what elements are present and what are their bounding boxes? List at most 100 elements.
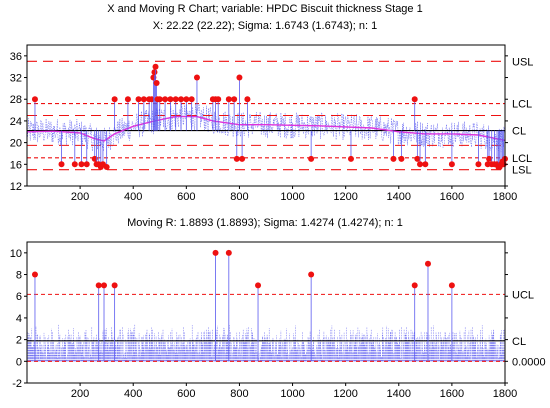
x-tick-label: 200 <box>71 388 89 400</box>
out-of-control-point <box>486 155 493 162</box>
y-tick-label: 2 <box>16 335 22 347</box>
out-of-control-point <box>31 96 38 103</box>
y-tick-label: 28 <box>10 94 22 106</box>
out-of-control-point <box>111 96 118 103</box>
x-tick-label: 600 <box>177 191 195 203</box>
x-tick-label: 1600 <box>440 388 464 400</box>
out-of-control-point <box>390 155 397 162</box>
out-of-control-point <box>308 271 315 278</box>
out-of-control-point <box>150 74 157 81</box>
plot-frame <box>26 241 506 384</box>
out-of-control-point <box>111 282 118 289</box>
limit-line-00000-label: 0.0000 <box>512 356 546 368</box>
y-tick-label: 16 <box>10 159 22 171</box>
limit-line-cl-label: CL <box>512 126 526 138</box>
out-of-control-point <box>398 155 405 162</box>
y-tick-label: 36 <box>10 51 22 63</box>
out-of-control-point <box>101 282 108 289</box>
out-of-control-point <box>422 161 429 168</box>
out-of-control-point <box>225 249 232 256</box>
x-tick-label: 1200 <box>333 388 357 400</box>
out-of-control-point <box>188 96 195 103</box>
out-of-control-point <box>135 96 142 103</box>
x-tick-label: 400 <box>124 191 142 203</box>
x-tick-label: 200 <box>71 191 89 203</box>
limit-line-lsl-label: LSL <box>512 165 532 177</box>
out-of-control-point <box>153 79 160 86</box>
y-tick-label: 6 <box>16 291 22 303</box>
limit-line-lcl-label: LCL <box>512 99 532 111</box>
limit-line-lcl-label: LCL <box>512 153 532 165</box>
out-of-control-point <box>58 161 65 168</box>
out-of-control-point <box>236 74 243 81</box>
y-tick-label: 10 <box>10 248 22 260</box>
out-of-control-point <box>172 96 179 103</box>
x-tick-label: 800 <box>230 191 248 203</box>
out-of-control-point <box>183 96 190 103</box>
out-of-control-point <box>475 161 482 168</box>
moving-r-title: Moving R: 1.8893 (1.8893); Sigma: 1.4274… <box>127 217 403 229</box>
out-of-control-point <box>414 155 421 162</box>
y-tick-label: 32 <box>10 73 22 85</box>
y-tick-label: 8 <box>16 270 22 282</box>
out-of-control-point <box>148 96 155 103</box>
x-tick-label: 1000 <box>280 191 304 203</box>
chart-subtitle: X: 22.22 (22.22); Sigma: 1.6743 (1.6743)… <box>153 20 377 32</box>
out-of-control-point <box>231 96 238 103</box>
out-of-control-point <box>448 282 455 289</box>
x-tick-label: 800 <box>230 388 248 400</box>
out-of-control-point <box>95 282 102 289</box>
x-tick-label: 1400 <box>387 191 411 203</box>
out-of-control-point <box>244 96 251 103</box>
out-of-control-point <box>151 69 158 76</box>
x-tick-label: 400 <box>124 388 142 400</box>
x-tick-label: 1600 <box>440 191 464 203</box>
out-of-control-point <box>83 161 90 168</box>
out-of-control-point <box>140 96 147 103</box>
out-of-control-point <box>124 96 131 103</box>
out-of-control-point <box>233 155 240 162</box>
y-tick-label: 24 <box>10 116 22 128</box>
x-tick-label: 1400 <box>387 388 411 400</box>
out-of-control-point <box>411 282 418 289</box>
limit-line-cl-label: CL <box>512 336 526 348</box>
out-of-control-point <box>156 96 163 103</box>
out-of-control-point <box>411 96 418 103</box>
out-of-control-point <box>178 96 185 103</box>
out-of-control-point <box>193 74 200 81</box>
limit-line-ucl-label: UCL <box>512 289 534 301</box>
out-of-control-point <box>417 161 424 168</box>
out-of-control-point <box>308 155 315 162</box>
out-of-control-point <box>78 161 85 168</box>
x-tick-label: 1000 <box>280 388 304 400</box>
y-tick-label: 12 <box>10 181 22 193</box>
moving-r-chart-panel: UCL CL 0.0000 -2 0 2 4 6 8 10 200 400 600 800 1000 1200… <box>10 241 546 400</box>
out-of-control-point <box>167 96 174 103</box>
out-of-control-point <box>239 155 246 162</box>
chart-title: X and Moving R Chart; variable: HPDC Bis… <box>107 3 422 15</box>
out-of-control-point <box>448 161 455 168</box>
out-of-control-point <box>215 96 222 103</box>
x-tick-label: 600 <box>177 388 195 400</box>
out-of-control-point <box>162 96 169 103</box>
x-tick-label: 1800 <box>493 191 517 203</box>
y-tick-label: -2 <box>12 378 22 390</box>
out-of-control-point <box>103 164 110 171</box>
out-of-control-point <box>347 155 354 162</box>
out-of-control-point <box>212 249 219 256</box>
x-tick-label: 1800 <box>493 388 517 400</box>
out-of-control-point <box>71 161 78 168</box>
out-of-control-point <box>225 96 232 103</box>
y-tick-label: 0 <box>16 356 22 368</box>
y-tick-label: 20 <box>10 138 22 150</box>
x-tick-label: 1200 <box>333 191 357 203</box>
y-tick-label: 4 <box>16 313 22 325</box>
out-of-control-point <box>255 282 262 289</box>
out-of-control-point <box>424 260 431 267</box>
limit-line-usl-label: USL <box>512 56 533 68</box>
out-of-control-point <box>152 63 159 70</box>
out-of-control-point <box>31 271 38 278</box>
